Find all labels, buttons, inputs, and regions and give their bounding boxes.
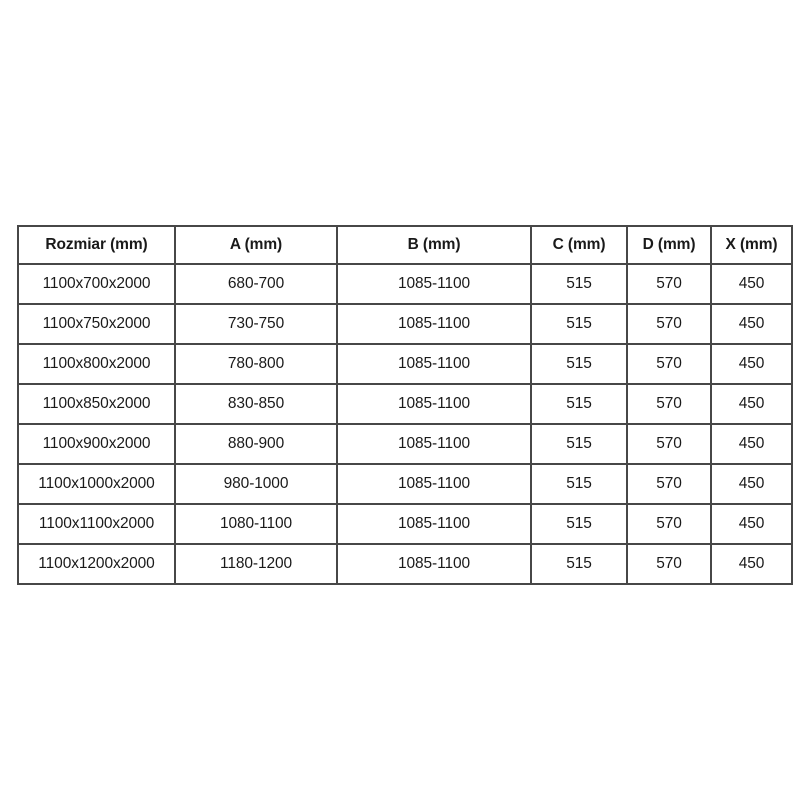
cell-size: 1100x1200x2000: [17, 543, 176, 585]
cell-d: 570: [626, 343, 712, 385]
cell-size: 1100x750x2000: [17, 303, 176, 345]
specification-table: Rozmiar (mm) A (mm) B (mm) C (mm) D (mm)…: [17, 225, 793, 585]
cell-a: 830-850: [174, 383, 338, 425]
specification-table-container: Rozmiar (mm) A (mm) B (mm) C (mm) D (mm)…: [17, 225, 793, 585]
cell-x: 450: [710, 303, 793, 345]
column-header-b: B (mm): [336, 225, 532, 265]
cell-c: 515: [530, 423, 628, 465]
table-row: 1100x1000x2000 980-1000 1085-1100 515 57…: [17, 463, 793, 505]
cell-d: 570: [626, 303, 712, 345]
cell-a: 1080-1100: [174, 503, 338, 545]
table-row: 1100x850x2000 830-850 1085-1100 515 570 …: [17, 383, 793, 425]
table-row: 1100x750x2000 730-750 1085-1100 515 570 …: [17, 303, 793, 345]
cell-x: 450: [710, 543, 793, 585]
cell-b: 1085-1100: [336, 503, 532, 545]
cell-b: 1085-1100: [336, 263, 532, 305]
cell-x: 450: [710, 343, 793, 385]
table-row: 1100x700x2000 680-700 1085-1100 515 570 …: [17, 263, 793, 305]
cell-d: 570: [626, 503, 712, 545]
cell-c: 515: [530, 303, 628, 345]
table-row: 1100x900x2000 880-900 1085-1100 515 570 …: [17, 423, 793, 465]
cell-a: 980-1000: [174, 463, 338, 505]
column-header-c: C (mm): [530, 225, 628, 265]
cell-c: 515: [530, 463, 628, 505]
cell-a: 780-800: [174, 343, 338, 385]
cell-c: 515: [530, 383, 628, 425]
cell-x: 450: [710, 263, 793, 305]
column-header-d: D (mm): [626, 225, 712, 265]
cell-b: 1085-1100: [336, 543, 532, 585]
cell-d: 570: [626, 383, 712, 425]
cell-d: 570: [626, 263, 712, 305]
cell-b: 1085-1100: [336, 463, 532, 505]
cell-d: 570: [626, 463, 712, 505]
cell-b: 1085-1100: [336, 303, 532, 345]
cell-c: 515: [530, 263, 628, 305]
table-row: 1100x1200x2000 1180-1200 1085-1100 515 5…: [17, 543, 793, 585]
column-header-x: X (mm): [710, 225, 793, 265]
cell-a: 1180-1200: [174, 543, 338, 585]
cell-size: 1100x700x2000: [17, 263, 176, 305]
cell-c: 515: [530, 543, 628, 585]
cell-c: 515: [530, 343, 628, 385]
table-row: 1100x1100x2000 1080-1100 1085-1100 515 5…: [17, 503, 793, 545]
cell-d: 570: [626, 543, 712, 585]
cell-size: 1100x900x2000: [17, 423, 176, 465]
column-header-a: A (mm): [174, 225, 338, 265]
cell-a: 680-700: [174, 263, 338, 305]
table-body: 1100x700x2000 680-700 1085-1100 515 570 …: [17, 263, 793, 585]
cell-a: 880-900: [174, 423, 338, 465]
table-header-row: Rozmiar (mm) A (mm) B (mm) C (mm) D (mm)…: [17, 225, 793, 265]
cell-size: 1100x1000x2000: [17, 463, 176, 505]
cell-size: 1100x850x2000: [17, 383, 176, 425]
cell-b: 1085-1100: [336, 343, 532, 385]
cell-x: 450: [710, 503, 793, 545]
cell-size: 1100x1100x2000: [17, 503, 176, 545]
cell-c: 515: [530, 503, 628, 545]
column-header-size: Rozmiar (mm): [17, 225, 176, 265]
cell-size: 1100x800x2000: [17, 343, 176, 385]
cell-x: 450: [710, 423, 793, 465]
cell-a: 730-750: [174, 303, 338, 345]
table-row: 1100x800x2000 780-800 1085-1100 515 570 …: [17, 343, 793, 385]
cell-x: 450: [710, 383, 793, 425]
table-header: Rozmiar (mm) A (mm) B (mm) C (mm) D (mm)…: [17, 225, 793, 265]
cell-x: 450: [710, 463, 793, 505]
cell-b: 1085-1100: [336, 423, 532, 465]
cell-d: 570: [626, 423, 712, 465]
cell-b: 1085-1100: [336, 383, 532, 425]
